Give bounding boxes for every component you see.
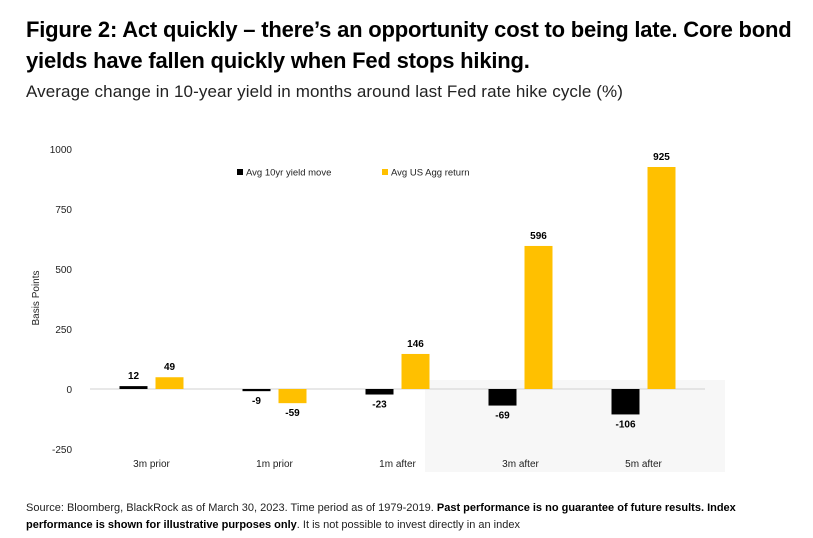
bar-yield-move bbox=[611, 389, 640, 415]
y-axis-label: Basis Points bbox=[31, 270, 42, 325]
bar-yield-move bbox=[119, 386, 148, 389]
y-tick-label: 750 bbox=[55, 205, 72, 216]
data-label: -23 bbox=[372, 400, 387, 411]
y-tick-label: -250 bbox=[52, 445, 72, 456]
y-tick-label: 500 bbox=[55, 265, 72, 276]
bar-agg-return bbox=[647, 167, 676, 389]
x-tick-label: 5m after bbox=[625, 459, 662, 470]
bar-yield-move bbox=[365, 389, 394, 395]
x-tick-label: 3m after bbox=[502, 459, 539, 470]
x-tick-label: 3m prior bbox=[133, 459, 170, 470]
footnote-invest: . It is not possible to invest directly … bbox=[296, 519, 520, 531]
x-tick-label: 1m prior bbox=[256, 459, 293, 470]
data-label: 12 bbox=[128, 371, 140, 382]
x-tick-label: 1m after bbox=[379, 459, 416, 470]
legend-swatch bbox=[237, 169, 243, 175]
bar-agg-return bbox=[278, 389, 307, 404]
data-label: -106 bbox=[615, 419, 635, 430]
data-label: -69 bbox=[495, 411, 510, 422]
figure-subtitle: Average change in 10-year yield in month… bbox=[26, 82, 624, 101]
bar-yield-move bbox=[488, 389, 517, 406]
legend-swatch bbox=[382, 169, 388, 175]
data-label: 596 bbox=[530, 231, 547, 242]
y-axis-ticks: -250 0 250 500 750 1000 bbox=[50, 145, 73, 456]
bar-agg-return bbox=[401, 353, 430, 389]
data-label: 146 bbox=[407, 339, 424, 350]
data-label: 925 bbox=[653, 152, 670, 163]
legend-label: Avg 10yr yield move bbox=[246, 168, 331, 179]
bar-chart: -250 0 250 500 750 1000 Basis Points 12 49 3m p… bbox=[31, 145, 725, 472]
bars-group: 12 49 3m prior -9 -59 1m prior -23 146 1m after -… bbox=[119, 152, 676, 470]
y-tick-label: 250 bbox=[55, 325, 72, 336]
bar-agg-return bbox=[155, 377, 184, 389]
y-tick-label: 0 bbox=[66, 385, 72, 396]
footnote-disclaimer: Past performance is no guarantee of futu… bbox=[26, 502, 736, 531]
data-label: 49 bbox=[164, 362, 176, 373]
bar-agg-return bbox=[524, 245, 553, 389]
y-tick-label: 1000 bbox=[50, 145, 73, 156]
data-label: -59 bbox=[285, 408, 300, 419]
legend-label: Avg US Agg return bbox=[391, 168, 470, 179]
plot-shade bbox=[425, 380, 725, 472]
bar-yield-move bbox=[242, 389, 271, 392]
data-label: -9 bbox=[252, 396, 261, 407]
legend: Avg 10yr yield move Avg US Agg return bbox=[237, 168, 470, 179]
figure-title: Figure 2: Act quickly – there’s an oppor… bbox=[26, 17, 792, 73]
source-footnote: Source: Bloomberg, BlackRock as of March… bbox=[26, 500, 796, 534]
footnote-source: Source: Bloomberg, BlackRock as of March… bbox=[26, 502, 437, 514]
